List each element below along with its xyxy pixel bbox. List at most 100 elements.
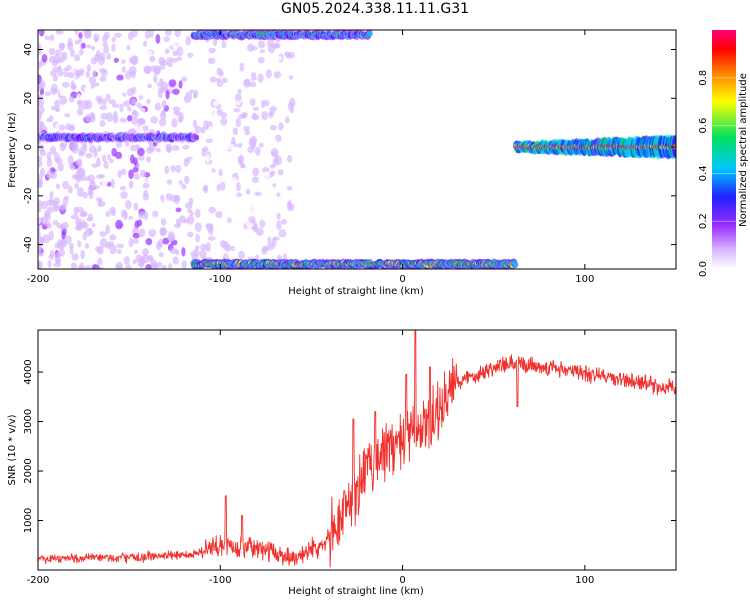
heatmap-cell <box>193 134 199 140</box>
heatmap-cell <box>367 31 373 37</box>
heatmap-cell <box>191 253 199 261</box>
heatmap-cell <box>76 107 84 116</box>
heatmap-cell <box>81 42 86 49</box>
heatmap-cell <box>70 214 79 220</box>
heatmap-cell <box>198 79 205 85</box>
heatmap-cell <box>215 210 223 219</box>
heatmap-cell <box>164 165 170 175</box>
heatmap-cell <box>123 256 130 265</box>
colorbar-label: Normalized spectral amplitude <box>738 73 749 227</box>
heatmap-cell <box>166 179 173 185</box>
heatmap-cell <box>278 229 287 238</box>
heatmap-cell <box>99 120 106 127</box>
heatmap-cell <box>286 186 293 191</box>
heatmap-cell <box>92 69 97 78</box>
heatmap-cell <box>160 81 169 91</box>
heatmap-cell <box>139 169 147 178</box>
heatmap-cell <box>184 91 193 102</box>
heatmap-cell <box>233 244 241 251</box>
heatmap-cell <box>80 262 85 269</box>
heatmap-cell <box>38 251 44 257</box>
heatmap-cell <box>133 249 139 254</box>
heatmap-cell <box>82 231 87 241</box>
heatmap-cell <box>59 203 67 211</box>
heatmap-cell <box>85 152 93 159</box>
heatmap-cell <box>178 80 183 89</box>
heatmap-cell <box>142 125 149 132</box>
heatmap-cell <box>191 74 196 84</box>
heatmap-cell <box>106 52 112 60</box>
heatmap-cell <box>59 143 67 152</box>
heatmap-feature-noisy-scatter <box>38 30 297 269</box>
heatmap-cell <box>75 172 82 183</box>
heatmap-cell <box>101 68 108 77</box>
heatmap-cell <box>76 100 82 105</box>
heatmap-cell <box>59 86 65 96</box>
heatmap-cell <box>197 217 204 224</box>
heatmap-cell <box>46 223 52 229</box>
heatmap-cell <box>138 79 145 86</box>
heatmap-cell <box>189 158 198 165</box>
snr-xtick-label: 100 <box>575 575 594 586</box>
heatmap-cell <box>200 126 206 134</box>
heatmap-cell <box>149 55 156 63</box>
colorbar <box>712 30 736 269</box>
heatmap-cell <box>275 134 282 143</box>
heatmap-cell <box>109 234 117 241</box>
snr-frame <box>37 329 677 571</box>
heatmap-cell <box>106 219 111 226</box>
heatmap-cell <box>150 262 157 269</box>
heatmap-cell <box>254 191 262 197</box>
heatmap-cell <box>91 222 96 228</box>
heatmap-cell <box>101 154 107 163</box>
heatmap-cell <box>108 99 116 105</box>
heatmap-cell <box>128 237 134 248</box>
heatmap-cell <box>221 83 227 93</box>
heatmap-cell <box>211 168 216 173</box>
heatmap-cell <box>247 249 254 259</box>
heatmap-cell <box>138 228 146 238</box>
heatmap-cell <box>288 86 297 96</box>
heatmap-cell <box>220 117 228 126</box>
heatmap-cell <box>153 65 161 74</box>
heatmap-cell <box>48 114 54 123</box>
heatmap-cell <box>117 169 122 179</box>
heatmap-cell <box>194 125 202 134</box>
heatmap-cell <box>219 181 226 191</box>
colorbar-tick-label: 0.2 <box>698 213 709 229</box>
heatmap-cell <box>128 66 137 76</box>
heatmap-cell <box>115 219 123 230</box>
heatmap-cell <box>121 59 126 64</box>
heatmap-cell <box>137 118 146 126</box>
heatmap-cell <box>249 98 256 106</box>
heatmap-cell <box>163 36 170 43</box>
heatmap-cell <box>244 228 250 235</box>
heatmap-cell <box>120 168 127 176</box>
heatmap-cell <box>200 243 208 252</box>
heatmap-cell <box>237 155 243 165</box>
heatmap-cell <box>207 236 216 241</box>
heatmap-cell <box>265 69 272 79</box>
heatmap-cell <box>97 257 103 266</box>
heatmap-cell <box>195 153 204 164</box>
heatmap-cell <box>133 172 140 181</box>
colorbar-tick-label: 0.4 <box>698 165 709 181</box>
heatmap-cell <box>243 79 251 88</box>
heatmap-cell <box>197 170 205 177</box>
heatmap-cell <box>181 260 187 269</box>
snr-series-line <box>38 330 676 568</box>
heatmap-cell <box>97 246 104 255</box>
heatmap-cell <box>116 74 124 81</box>
heatmap-cell <box>197 54 203 63</box>
heatmap-feature-bottom-alias-band <box>190 258 519 269</box>
heatmap-cell <box>70 80 75 90</box>
heatmap-cell <box>209 76 217 83</box>
spectrogram-xlabel: Height of straight line (km) <box>288 286 424 297</box>
heatmap-cell <box>80 172 86 182</box>
heatmap-cell <box>111 103 120 108</box>
heatmap-cell <box>48 230 55 241</box>
heatmap-cell <box>247 146 255 154</box>
heatmap-cell <box>189 211 194 216</box>
heatmap-cell <box>99 266 104 269</box>
